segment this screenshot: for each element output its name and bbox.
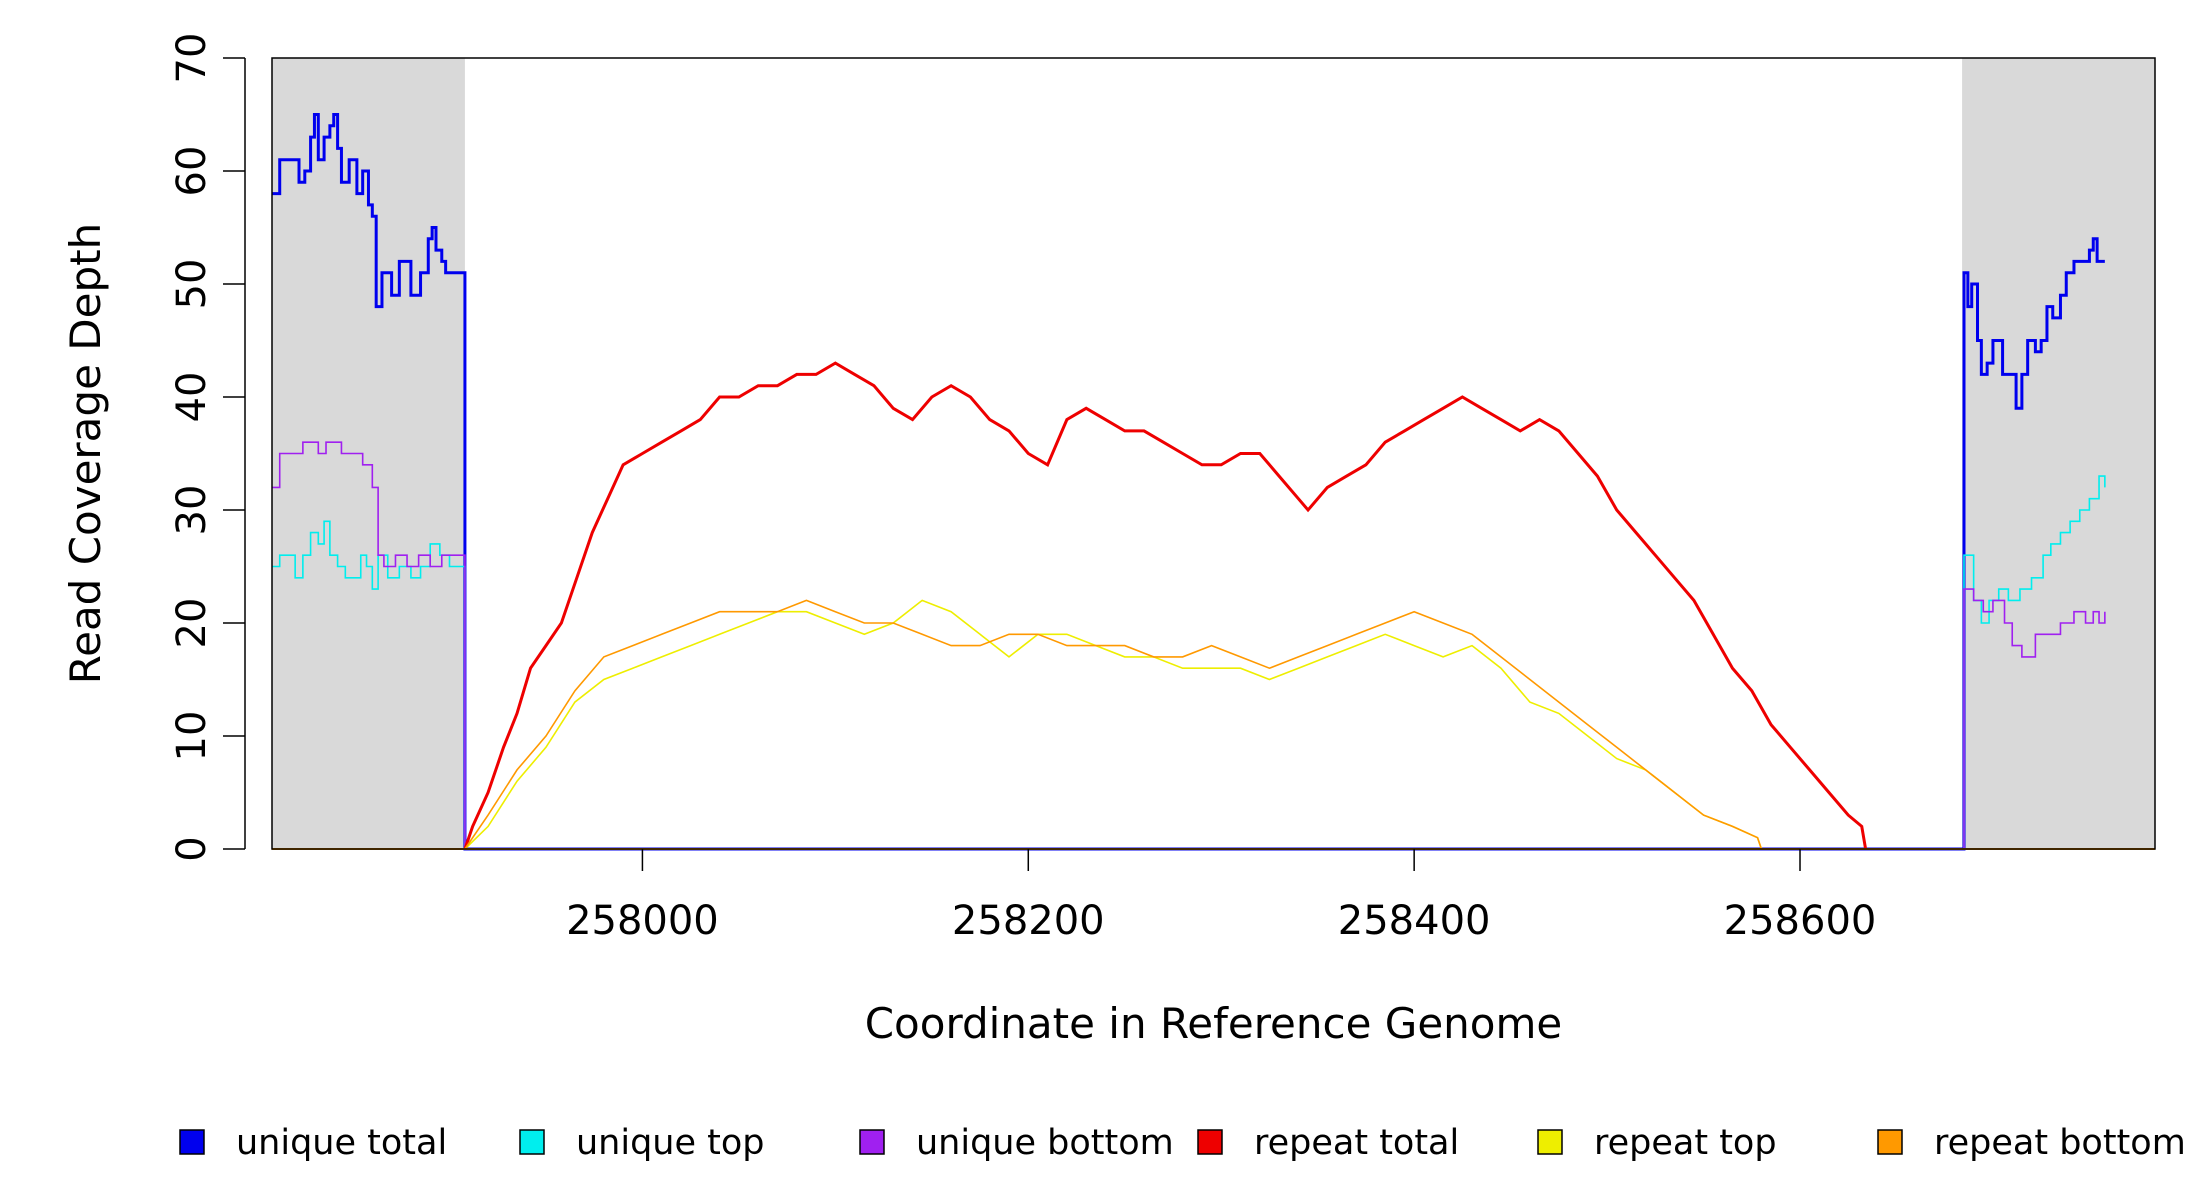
- x-tick-label: 258000: [566, 898, 719, 944]
- legend-label: unique top: [576, 1123, 765, 1163]
- legend-label: repeat total: [1254, 1123, 1459, 1163]
- y-axis-label: Read Coverage Depth: [61, 223, 110, 684]
- series-line-unique-bottom: [272, 441, 2106, 850]
- legend-label: repeat top: [1594, 1123, 1777, 1163]
- legend-swatch: [519, 1129, 545, 1155]
- legend-swatch: [859, 1129, 885, 1155]
- series-line-repeat-bottom: [464, 599, 1763, 850]
- legend-label: unique bottom: [916, 1123, 1174, 1163]
- series-line-unique-top: [272, 475, 2106, 850]
- plot-frame: [271, 57, 2156, 850]
- legend-swatch: [1877, 1129, 1903, 1155]
- series-line-repeat-top: [464, 599, 1763, 850]
- y-tick-label: 0: [169, 836, 215, 861]
- legend-swatch: [1537, 1129, 1563, 1155]
- y-tick-label: 10: [169, 711, 215, 762]
- legend-label: repeat bottom: [1934, 1123, 2186, 1163]
- legend: unique total unique top unique bottom repea…: [179, 1123, 2186, 1163]
- series-line-unique-total: [272, 113, 2105, 851]
- legend-swatch: [1197, 1129, 1223, 1155]
- x-tick-label: 258600: [1724, 898, 1877, 944]
- y-tick-label: 50: [169, 259, 215, 310]
- y-tick-label: 30: [169, 485, 215, 536]
- y-tick-label: 40: [169, 372, 215, 423]
- shaded-region: [1962, 58, 2155, 849]
- y-tick-label: 60: [169, 146, 215, 197]
- y-tick-label: 70: [169, 33, 215, 84]
- x-tick-label: 258400: [1338, 898, 1491, 944]
- y-tick-label: 20: [169, 598, 215, 649]
- legend-swatch: [179, 1129, 205, 1155]
- x-tick-label: 258200: [952, 898, 1105, 944]
- flank-shading: [272, 58, 2155, 849]
- y-axis: 0 10 20 30 40 50 60 70: [169, 33, 246, 862]
- legend-label: unique total: [236, 1123, 447, 1163]
- series-line-repeat-total: [463, 361, 1868, 850]
- x-axis-label: Coordinate in Reference Genome: [865, 999, 1563, 1048]
- coverage-series: [272, 113, 2155, 851]
- x-axis: 258000 258200 258400 258600: [566, 849, 1876, 944]
